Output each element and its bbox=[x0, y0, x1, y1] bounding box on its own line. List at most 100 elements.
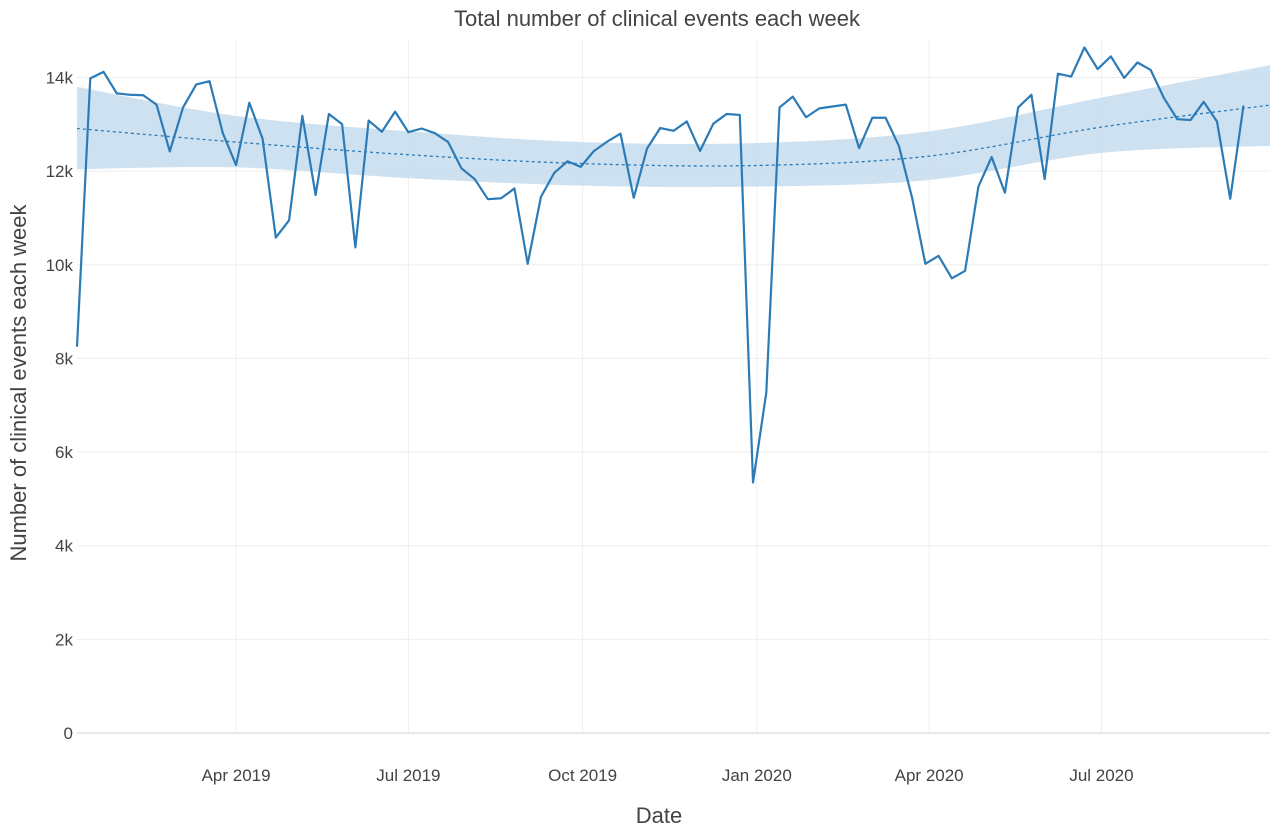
data-point bbox=[1214, 119, 1219, 124]
data-point bbox=[273, 235, 278, 240]
data-point bbox=[459, 166, 464, 171]
data-point bbox=[1228, 196, 1233, 201]
x-tick-label: Apr 2020 bbox=[895, 766, 964, 785]
y-tick-label: 4k bbox=[55, 537, 73, 556]
data-point bbox=[857, 146, 862, 151]
data-point bbox=[287, 218, 292, 223]
data-point bbox=[234, 163, 239, 168]
data-point bbox=[313, 192, 318, 197]
data-point bbox=[1002, 190, 1007, 195]
data-point bbox=[578, 164, 583, 169]
y-axis-ticks: 0 2k 4k 6k 8k 10k 12k 14k bbox=[46, 68, 74, 743]
data-point bbox=[830, 104, 835, 109]
data-point bbox=[631, 195, 636, 200]
data-point bbox=[1069, 74, 1074, 79]
data-point bbox=[751, 480, 756, 485]
data-point bbox=[220, 131, 225, 136]
data-point bbox=[711, 121, 716, 126]
data-point bbox=[88, 76, 93, 81]
data-point bbox=[777, 105, 782, 110]
data-point bbox=[167, 149, 172, 154]
data-point bbox=[1241, 103, 1246, 108]
data-point bbox=[485, 197, 490, 202]
data-point bbox=[1201, 99, 1206, 104]
data-point bbox=[1161, 96, 1166, 101]
data-point bbox=[1122, 75, 1127, 80]
data-point bbox=[817, 106, 822, 111]
data-point bbox=[1188, 118, 1193, 123]
data-point bbox=[963, 268, 968, 273]
data-point bbox=[194, 82, 199, 87]
x-tick-label: Jul 2020 bbox=[1069, 766, 1133, 785]
data-point bbox=[446, 140, 451, 145]
x-tick-label: Jan 2020 bbox=[722, 766, 792, 785]
data-point bbox=[698, 148, 703, 153]
data-point bbox=[1082, 45, 1087, 50]
data-point bbox=[538, 194, 543, 199]
data-point bbox=[591, 148, 596, 153]
data-point bbox=[843, 102, 848, 107]
data-point bbox=[923, 261, 928, 266]
x-tick-label: Apr 2019 bbox=[202, 766, 271, 785]
data-point bbox=[207, 79, 212, 84]
data-point bbox=[790, 94, 795, 99]
data-point bbox=[326, 111, 331, 116]
data-point bbox=[432, 131, 437, 136]
data-point bbox=[896, 143, 901, 148]
data-point bbox=[1135, 60, 1140, 65]
data-point bbox=[910, 195, 915, 200]
data-point bbox=[512, 186, 517, 191]
data-point bbox=[499, 196, 504, 201]
data-point bbox=[154, 102, 159, 107]
data-point bbox=[671, 128, 676, 133]
data-point bbox=[260, 136, 265, 141]
data-point bbox=[393, 109, 398, 114]
x-axis-title: Date bbox=[636, 803, 682, 828]
data-point bbox=[976, 184, 981, 189]
data-point bbox=[644, 146, 649, 151]
data-point bbox=[870, 115, 875, 120]
data-point bbox=[419, 126, 424, 131]
data-point bbox=[353, 245, 358, 250]
data-point bbox=[340, 122, 345, 127]
y-tick-label: 14k bbox=[46, 68, 74, 87]
data-point bbox=[1095, 67, 1100, 72]
chart-title: Total number of clinical events each wee… bbox=[454, 6, 861, 31]
x-tick-label: Oct 2019 bbox=[548, 766, 617, 785]
observed-series-layer bbox=[75, 45, 1246, 485]
y-tick-label: 8k bbox=[55, 349, 73, 368]
data-point bbox=[618, 131, 623, 136]
data-point bbox=[181, 105, 186, 110]
data-point bbox=[1029, 92, 1034, 97]
data-point bbox=[552, 170, 557, 175]
data-point bbox=[1042, 177, 1047, 182]
data-point bbox=[300, 113, 305, 118]
data-point bbox=[737, 112, 742, 117]
data-point bbox=[101, 69, 106, 74]
data-point bbox=[658, 126, 663, 131]
y-tick-label: 0 bbox=[64, 724, 73, 743]
data-point bbox=[883, 115, 888, 120]
data-point bbox=[764, 390, 769, 395]
observed-line bbox=[75, 46, 1245, 484]
data-point bbox=[247, 100, 252, 105]
data-point bbox=[525, 261, 530, 266]
data-point bbox=[128, 92, 133, 97]
data-point bbox=[472, 177, 477, 182]
data-point bbox=[724, 111, 729, 116]
data-point bbox=[1108, 54, 1113, 59]
confidence-band bbox=[77, 65, 1270, 188]
data-point bbox=[1016, 105, 1021, 110]
y-tick-label: 2k bbox=[55, 630, 73, 649]
data-point bbox=[804, 115, 809, 120]
data-point bbox=[1148, 67, 1153, 72]
y-tick-label: 12k bbox=[46, 162, 74, 181]
x-tick-label: Jul 2019 bbox=[376, 766, 440, 785]
y-tick-label: 6k bbox=[55, 443, 73, 462]
data-point bbox=[949, 276, 954, 281]
data-point bbox=[936, 253, 941, 258]
x-axis-ticks: Apr 2019 Jul 2019 Oct 2019 Jan 2020 Apr 2020… bbox=[202, 766, 1134, 785]
data-point bbox=[379, 129, 384, 134]
